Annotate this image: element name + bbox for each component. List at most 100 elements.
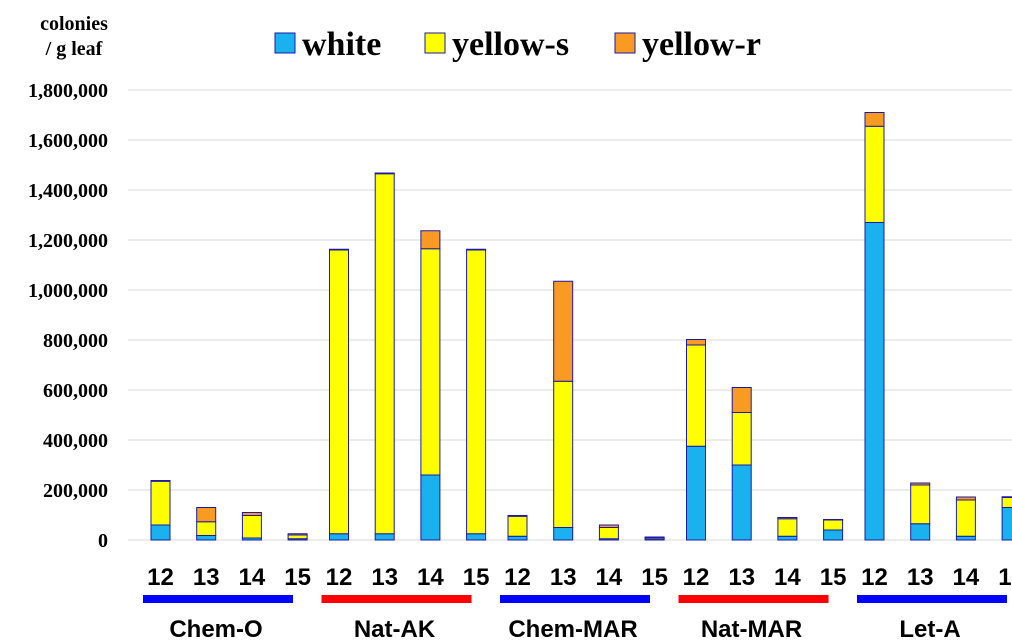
- bar-Nat-AK-15-yellow-r: [466, 248, 487, 251]
- group-label-Nat-MAR: Nat-MAR: [701, 616, 802, 642]
- x-tick-label: 13: [907, 564, 934, 591]
- bar-Nat-AK-13-white: [374, 533, 395, 541]
- bar-Nat-MAR-12-yellow-r: [686, 339, 706, 346]
- legend-label-yellow-r: yellow-r: [642, 26, 761, 63]
- y-tick-label: 1,200,000: [28, 230, 108, 252]
- bars: [150, 112, 1012, 541]
- bar-Let-A-14-yellow-r: [955, 496, 976, 501]
- x-tick-label: 14: [953, 564, 980, 591]
- bar-Chem-MAR-13-white: [553, 527, 574, 541]
- bar-Nat-MAR-15-yellow-r: [823, 519, 844, 521]
- bar-Nat-MAR-15-white: [823, 529, 844, 541]
- y-axis-label: colonies / g leaf: [40, 13, 108, 60]
- bar-Let-A-14-yellow-s: [955, 499, 976, 537]
- bar-Chem-MAR-13-yellow-r: [553, 280, 574, 382]
- group-underline-Let-A: [857, 595, 1007, 603]
- bar-Nat-AK-14-yellow-r: [420, 230, 441, 250]
- bar-Chem-O-13-yellow-s: [196, 521, 217, 536]
- legend-label-yellow-s: yellow-s: [452, 26, 569, 63]
- x-tick-label: 12: [504, 564, 531, 591]
- bar-Chem-O-13-yellow-r: [196, 507, 217, 523]
- x-tick-label: 14: [596, 564, 623, 591]
- bar-Let-A-13-yellow-s: [910, 484, 931, 525]
- bar-Nat-AK-13-yellow-r: [374, 172, 395, 175]
- bar-Nat-MAR-14-white: [777, 535, 798, 541]
- x-tick-label: 12: [861, 564, 888, 591]
- bar-Let-A-12-yellow-r: [864, 112, 885, 127]
- y-tick-label: 1,400,000: [28, 180, 108, 202]
- bar-Let-A-15-yellow-r: [1001, 496, 1012, 498]
- group-label-Chem-O: Chem-O: [169, 616, 262, 642]
- x-tick-label: 14: [239, 564, 266, 591]
- bar-Chem-MAR-12-white: [507, 535, 528, 541]
- group-underline-Nat-AK: [321, 595, 472, 603]
- bar-Nat-AK-13-yellow-s: [374, 173, 395, 535]
- x-tick-label: 15: [641, 564, 668, 591]
- bar-Let-A-12-white: [864, 222, 885, 541]
- bar-Nat-MAR-14-yellow-r: [777, 517, 798, 520]
- x-tick-label: 15: [284, 564, 311, 591]
- x-tick-label: 15: [463, 564, 490, 591]
- bar-Nat-AK-15-white: [466, 533, 487, 541]
- bar-Nat-AK-12-yellow-s: [329, 249, 349, 535]
- y-tick-label: 1,600,000: [28, 130, 108, 152]
- x-axis-ticks: 12 13 14 15 12 13 14 15 12 13 14 15 12 13 14 15 12 13 14 15: [147, 564, 1012, 591]
- bar-Chem-O-12-yellow-s: [150, 480, 171, 526]
- bar-Chem-O-14-yellow-r: [241, 512, 262, 516]
- group-underline-Chem-O: [143, 595, 293, 603]
- y-tick-label: 600,000: [43, 380, 108, 402]
- group-underline-Chem-MAR: [500, 595, 650, 603]
- bar-Chem-MAR-14-yellow-r: [598, 524, 619, 528]
- bar-Nat-MAR-12-yellow-s: [686, 344, 706, 447]
- bar-Nat-MAR-14-yellow-s: [777, 518, 798, 537]
- x-tick-label: 13: [193, 564, 220, 591]
- bar-Nat-MAR-13-white: [731, 464, 752, 541]
- x-tick-label: 12: [683, 564, 710, 591]
- x-tick-label: 12: [147, 564, 174, 591]
- x-tick-label: 13: [371, 564, 398, 591]
- bar-Let-A-15-yellow-s: [1001, 497, 1012, 508]
- group-label-Let-A: Let-A: [899, 616, 960, 642]
- x-tick-label: 12: [326, 564, 353, 591]
- x-tick-label: 13: [550, 564, 577, 591]
- y-tick-label: 1,800,000: [28, 80, 108, 102]
- bar-Nat-MAR-13-yellow-r: [731, 387, 752, 413]
- bar-Chem-O-15-yellow-s: [287, 534, 308, 540]
- bar-Chem-MAR-13-yellow-s: [553, 380, 574, 528]
- bar-Chem-O-14-yellow-s: [241, 515, 262, 539]
- legend: white yellow-s yellow-r: [274, 26, 761, 63]
- bar-Nat-MAR-15-yellow-s: [823, 519, 844, 531]
- bar-Nat-AK-14-white: [420, 474, 441, 541]
- legend-swatch-white: [274, 32, 296, 54]
- bar-Chem-MAR-14-yellow-s: [598, 527, 619, 540]
- bar-Chem-O-12-white: [150, 524, 171, 541]
- bar-Chem-MAR-15-yellow-r: [644, 536, 665, 538]
- y-axis-label-line-2: / g leaf: [45, 38, 103, 60]
- y-axis-label-line-1: colonies: [40, 13, 108, 35]
- y-axis-ticks: 0 200,000 400,000 600,000 800,000 1,000,000 1,…: [28, 80, 108, 552]
- bar-Nat-MAR-13-yellow-s: [731, 412, 752, 466]
- bar-Nat-MAR-12-white: [686, 445, 706, 541]
- bar-Chem-O-12-yellow-r: [150, 480, 171, 482]
- bar-Nat-AK-12-yellow-r: [329, 248, 349, 251]
- group-label-Nat-AK: Nat-AK: [354, 616, 436, 642]
- y-tick-label: 0: [98, 530, 108, 552]
- group-underline-Nat-MAR: [678, 595, 829, 603]
- bar-Let-A-13-yellow-r: [910, 482, 931, 486]
- bar-Nat-AK-14-yellow-s: [420, 248, 441, 476]
- bar-Let-A-15-white: [1001, 507, 1012, 541]
- group-label-Chem-MAR: Chem-MAR: [508, 616, 637, 642]
- x-tick-label: 15: [998, 564, 1012, 591]
- y-tick-label: 200,000: [43, 480, 108, 502]
- legend-swatch-yellow-r: [614, 32, 636, 54]
- x-tick-label: 15: [820, 564, 847, 591]
- bar-Nat-AK-15-yellow-s: [466, 249, 487, 535]
- group-labels: Chem-O Nat-AK Chem-MAR Nat-MAR Let-A: [143, 595, 1007, 642]
- y-tick-label: 1,000,000: [28, 280, 108, 302]
- legend-swatch-yellow-s: [424, 32, 446, 54]
- bar-Chem-MAR-12-yellow-r: [507, 515, 528, 517]
- y-tick-label: 800,000: [43, 330, 108, 352]
- x-tick-label: 14: [417, 564, 444, 591]
- bar-Chem-MAR-12-yellow-s: [507, 515, 528, 537]
- bar-Nat-AK-12-white: [329, 533, 349, 541]
